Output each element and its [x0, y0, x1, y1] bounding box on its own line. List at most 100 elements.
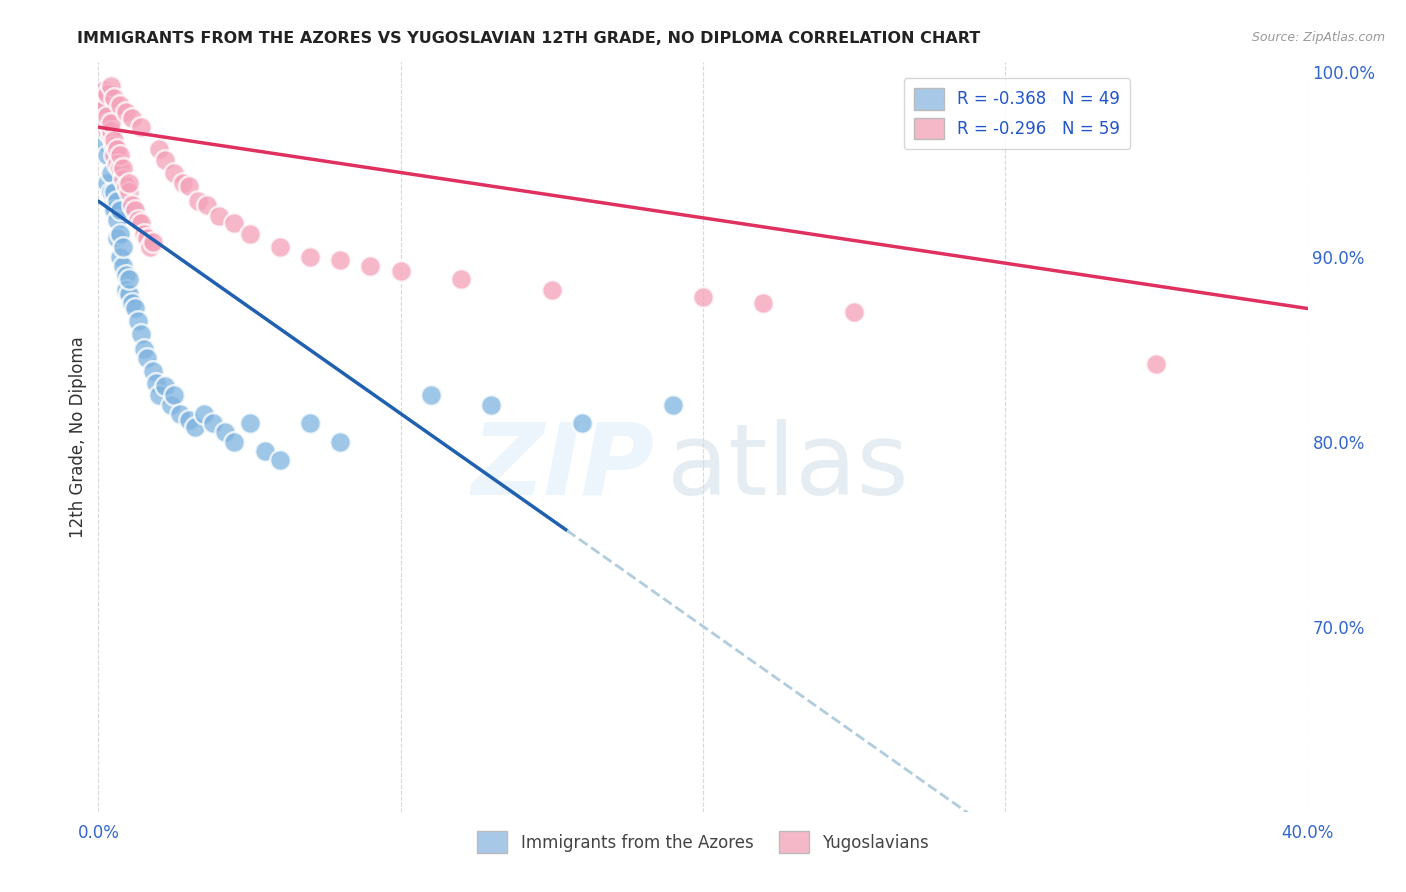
- Point: [450, 272, 472, 286]
- Point: [145, 376, 167, 390]
- Point: [118, 176, 141, 190]
- Point: [118, 286, 141, 301]
- Point: [135, 351, 157, 366]
- Point: [108, 203, 131, 218]
- Point: [193, 407, 215, 421]
- Point: [103, 198, 125, 212]
- Point: [179, 179, 201, 194]
- Point: [108, 161, 131, 175]
- Point: [121, 296, 143, 310]
- Point: [224, 434, 246, 449]
- Point: [132, 342, 155, 356]
- Point: [360, 259, 382, 273]
- Point: [135, 231, 157, 245]
- Point: [142, 235, 165, 249]
- Point: [96, 87, 118, 101]
- Point: [96, 148, 118, 162]
- Point: [160, 398, 183, 412]
- Point: [103, 90, 125, 104]
- Point: [844, 305, 866, 319]
- Point: [127, 212, 149, 227]
- Point: [114, 105, 136, 120]
- Legend: Immigrants from the Azores, Yugoslavians: Immigrants from the Azores, Yugoslavians: [471, 825, 935, 860]
- Point: [184, 420, 207, 434]
- Point: [692, 290, 714, 304]
- Point: [420, 388, 443, 402]
- Text: Source: ZipAtlas.com: Source: ZipAtlas.com: [1251, 31, 1385, 45]
- Point: [103, 185, 125, 199]
- Point: [571, 416, 593, 430]
- Point: [100, 185, 122, 199]
- Point: [239, 416, 262, 430]
- Point: [172, 176, 194, 190]
- Point: [148, 388, 170, 402]
- Point: [121, 198, 143, 212]
- Point: [108, 148, 131, 162]
- Point: [129, 327, 152, 342]
- Point: [132, 227, 155, 242]
- Point: [103, 148, 125, 162]
- Point: [121, 111, 143, 125]
- Point: [90, 105, 112, 120]
- Point: [148, 142, 170, 156]
- Point: [195, 198, 218, 212]
- Point: [752, 296, 775, 310]
- Point: [108, 250, 131, 264]
- Point: [127, 314, 149, 328]
- Point: [481, 398, 503, 412]
- Point: [269, 240, 291, 254]
- Point: [329, 253, 352, 268]
- Point: [214, 425, 236, 440]
- Text: IMMIGRANTS FROM THE AZORES VS YUGOSLAVIAN 12TH GRADE, NO DIPLOMA CORRELATION CHA: IMMIGRANTS FROM THE AZORES VS YUGOSLAVIA…: [77, 31, 980, 46]
- Point: [153, 379, 176, 393]
- Point: [389, 264, 412, 278]
- Point: [124, 203, 146, 218]
- Point: [93, 135, 115, 149]
- Point: [103, 203, 125, 218]
- Point: [1144, 357, 1167, 371]
- Point: [108, 227, 131, 242]
- Point: [100, 129, 122, 144]
- Point: [103, 138, 125, 153]
- Point: [105, 142, 128, 156]
- Point: [111, 172, 134, 186]
- Point: [299, 250, 322, 264]
- Point: [100, 116, 122, 130]
- Point: [105, 157, 128, 171]
- Point: [540, 283, 562, 297]
- Point: [93, 83, 115, 97]
- Point: [163, 388, 186, 402]
- Point: [118, 185, 141, 199]
- Point: [329, 434, 352, 449]
- Point: [179, 412, 201, 426]
- Point: [202, 416, 225, 430]
- Point: [114, 179, 136, 194]
- Point: [100, 79, 122, 94]
- Point: [100, 124, 122, 138]
- Point: [103, 133, 125, 147]
- Point: [111, 240, 134, 254]
- Point: [224, 216, 246, 230]
- Point: [124, 301, 146, 316]
- Point: [114, 268, 136, 283]
- Point: [661, 398, 683, 412]
- Point: [93, 102, 115, 116]
- Text: ZIP: ZIP: [471, 418, 655, 516]
- Point: [118, 272, 141, 286]
- Point: [105, 212, 128, 227]
- Point: [129, 216, 152, 230]
- Point: [93, 111, 115, 125]
- Point: [239, 227, 262, 242]
- Point: [105, 194, 128, 209]
- Point: [139, 240, 162, 254]
- Y-axis label: 12th Grade, No Diploma: 12th Grade, No Diploma: [69, 336, 87, 538]
- Point: [96, 116, 118, 130]
- Point: [253, 444, 276, 458]
- Point: [96, 124, 118, 138]
- Point: [142, 364, 165, 378]
- Point: [96, 109, 118, 123]
- Point: [208, 209, 231, 223]
- Point: [96, 176, 118, 190]
- Text: atlas: atlas: [666, 418, 908, 516]
- Point: [90, 102, 112, 116]
